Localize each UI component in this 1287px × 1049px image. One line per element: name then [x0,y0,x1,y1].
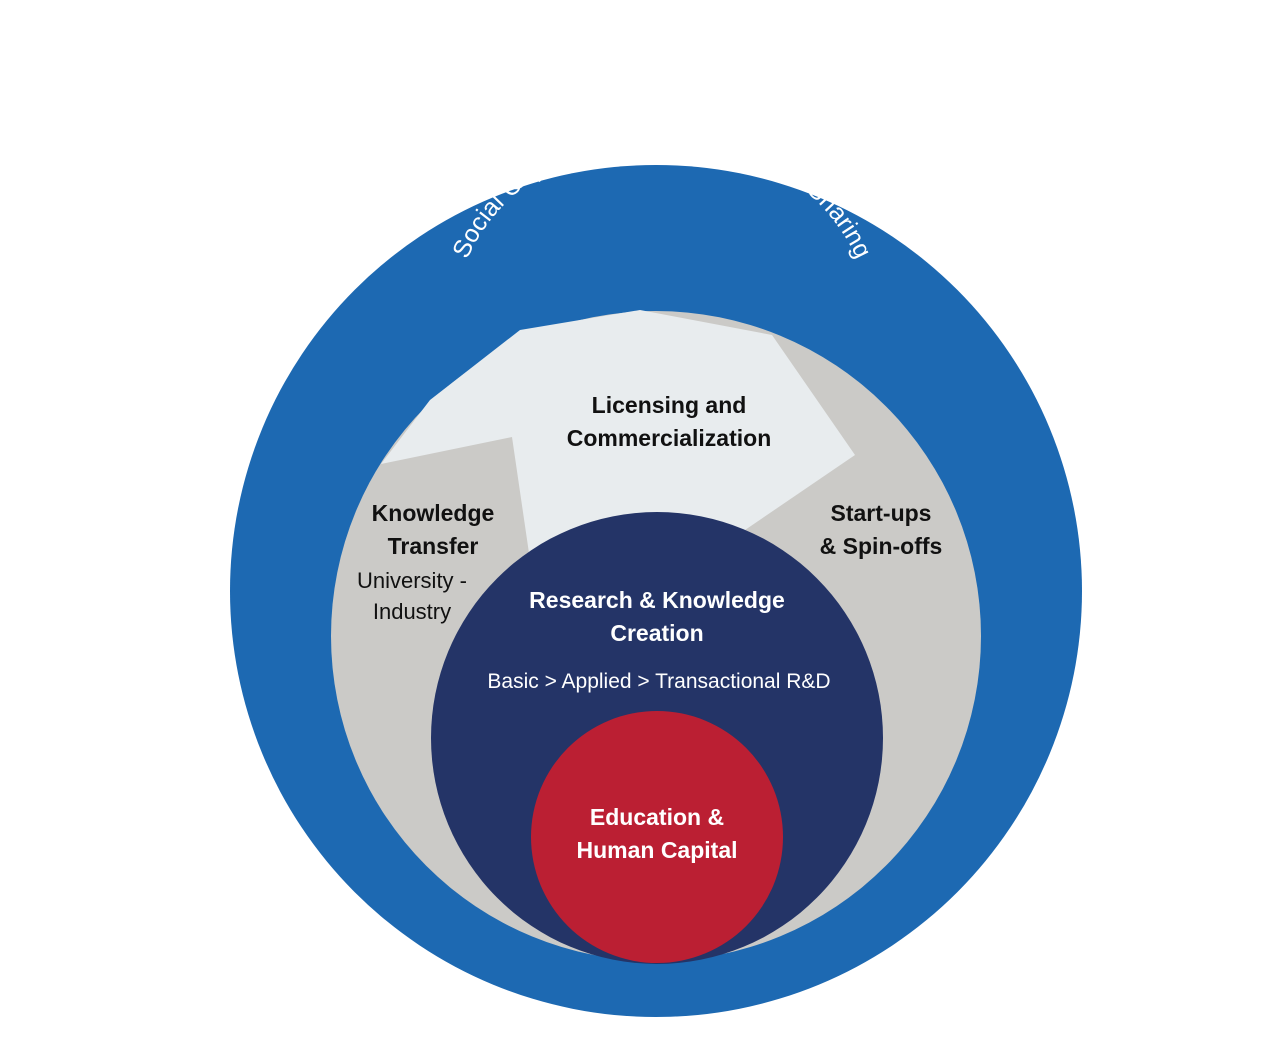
education-label-line2: Human Capital [576,837,737,863]
licensing-label-line2: Commercialization [567,425,772,451]
licensing-label-line1: Licensing and [592,392,747,418]
knowledge-transfer-title-line2: Transfer [388,533,479,559]
knowledge-transfer-sub-line1: University - [357,568,467,593]
research-title-line2: Creation [610,620,703,646]
research-title-line1: Research & Knowledge [529,587,785,613]
startups-label-line1: Start-ups [831,500,932,526]
knowledge-transfer-sub-line2: Industry [373,599,451,624]
education-circle [531,711,783,963]
licensing-arrow [381,310,855,560]
education-label-line1: Education & [590,804,724,830]
knowledge-transfer-title-line1: Knowledge [372,500,495,526]
startups-label-line2: & Spin-offs [820,533,943,559]
research-subtitle: Basic > Applied > Transactional R&D [487,670,830,693]
